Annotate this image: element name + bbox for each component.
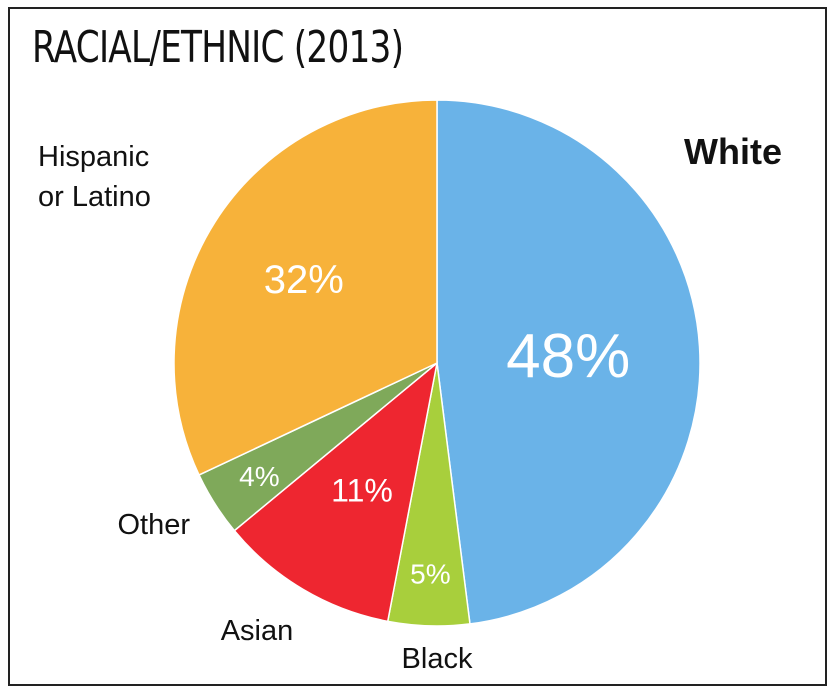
pie-slice-hispanic-or-latino [173, 99, 438, 476]
category-label-hispanic-or-latino: Hispanic or Latino [38, 141, 151, 213]
chart-title: RACIAL/ETHNIC (2013) [32, 22, 404, 73]
pie-category-labels: White Black Asian Other Hispanic or Latino [38, 131, 782, 675]
value-label-black: 5% [410, 558, 450, 589]
category-label-line: White [684, 131, 782, 172]
pie-slice-white [436, 99, 701, 625]
value-label-other: 4% [239, 461, 279, 492]
category-label-line: Black [402, 643, 473, 675]
value-label-white: 48% [506, 322, 630, 391]
pie-value-labels: 48% 5% 11% 4% 32% [239, 258, 630, 590]
category-label-line: Hispanic [38, 141, 149, 173]
category-label-line: or Latino [38, 181, 151, 213]
value-label-hispanic-or-latino: 32% [264, 258, 344, 302]
pie-slices [173, 99, 701, 627]
category-label-black: Black [402, 643, 473, 675]
category-label-white: White [684, 131, 782, 172]
pie-slice-asian [233, 361, 439, 623]
category-label-other: Other [117, 509, 190, 541]
category-label-line: Other [117, 509, 190, 541]
value-label-asian: 11% [331, 472, 393, 508]
category-label-asian: Asian [221, 615, 294, 647]
category-label-line: Asian [221, 615, 294, 647]
